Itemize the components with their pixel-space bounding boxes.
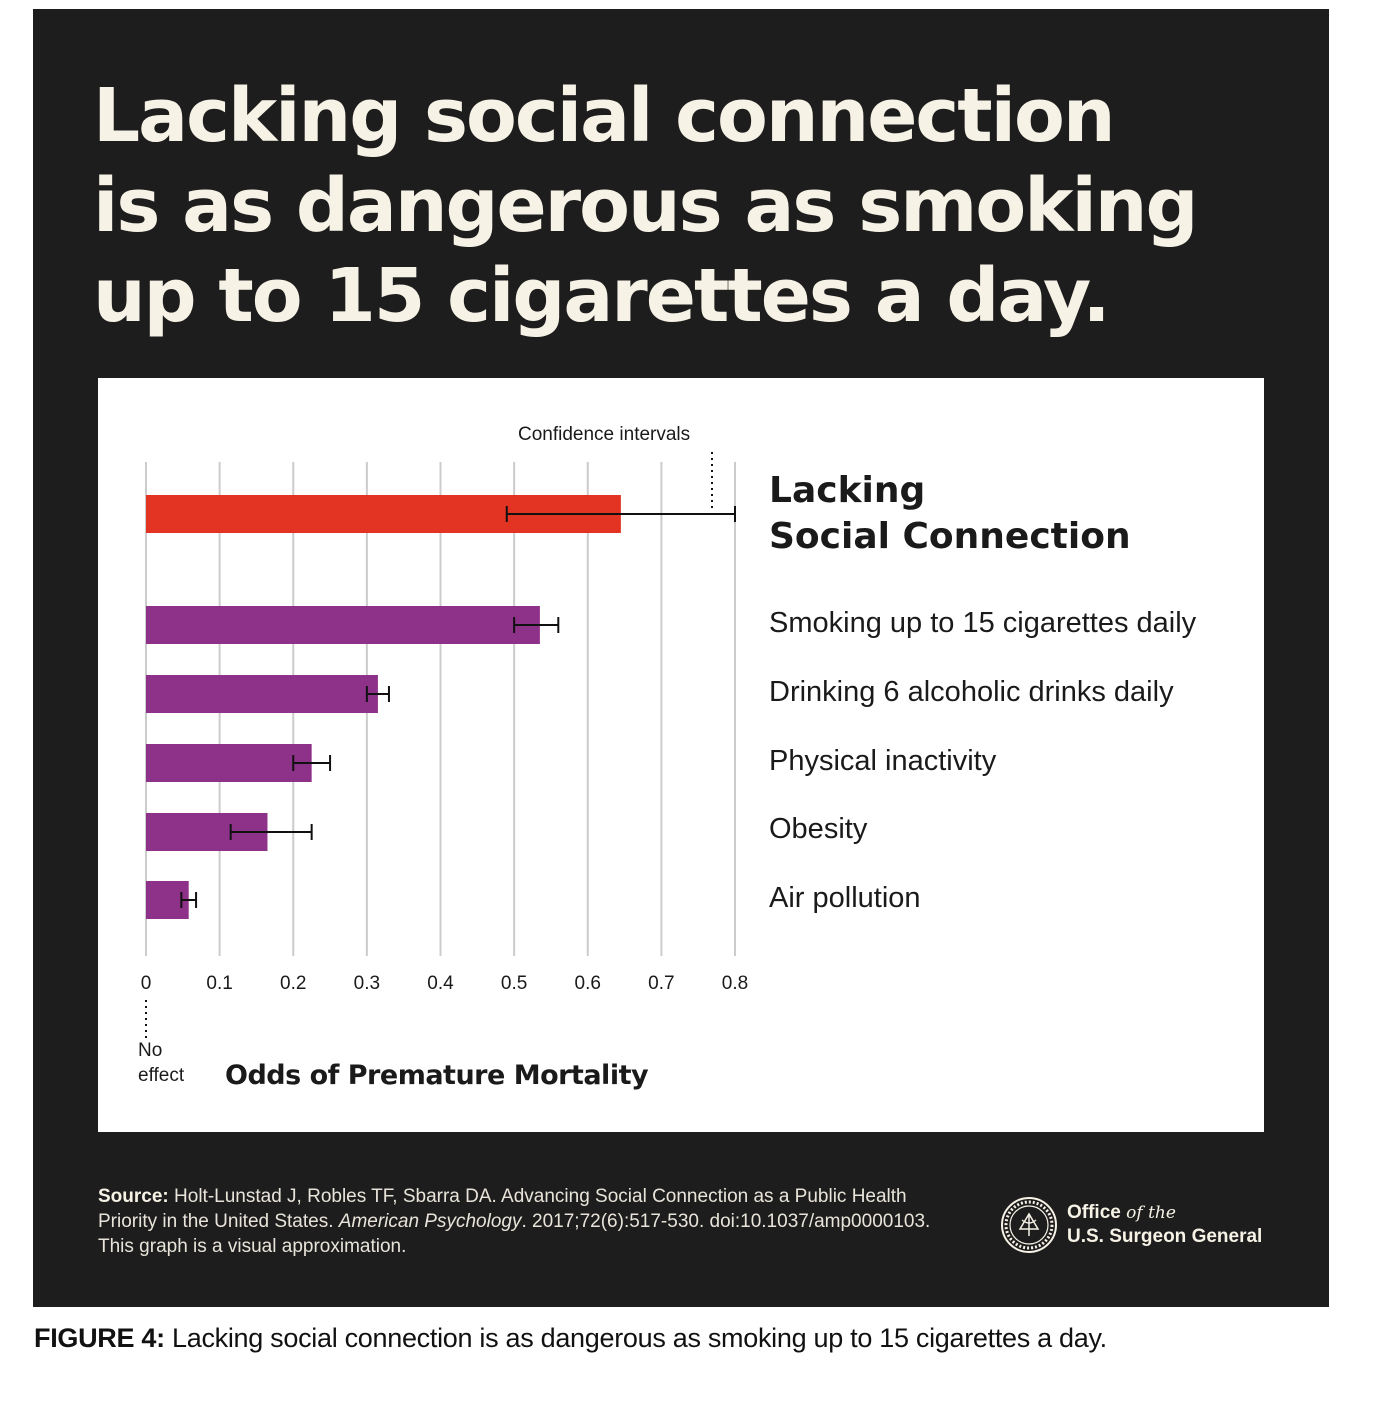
office-org-name: U.S. Surgeon General bbox=[1067, 1226, 1263, 1247]
headline-line: Lacking social connection bbox=[93, 73, 1116, 159]
x-tick-label: 0.2 bbox=[280, 973, 306, 994]
headline-line: is as dangerous as smoking bbox=[93, 163, 1198, 249]
figure-caption-label: FIGURE 4: bbox=[34, 1323, 165, 1353]
of-the-word: of the bbox=[1126, 1203, 1176, 1223]
x-tick-label: 0.1 bbox=[206, 973, 232, 994]
source-label: Source: bbox=[98, 1186, 169, 1207]
source-text: Holt-Lunstad J, Robles TF, Sbarra DA. Ad… bbox=[98, 1186, 907, 1232]
surgeon-general-seal-icon bbox=[1001, 1197, 1057, 1253]
category-label-physical-inactivity: Physical inactivity bbox=[769, 745, 997, 777]
category-label-drinking: Drinking 6 alcoholic drinks daily bbox=[769, 676, 1174, 708]
headline: Lacking social connection is as dangerou… bbox=[93, 71, 1293, 341]
office-line: Office of the bbox=[1067, 1201, 1262, 1225]
x-axis-title: Odds of Premature Mortality bbox=[225, 1060, 649, 1091]
no-effect-line: No bbox=[138, 1040, 163, 1061]
figure-caption: FIGURE 4: Lacking social connection is a… bbox=[34, 1323, 1107, 1354]
x-tick-label: 0.3 bbox=[354, 973, 380, 994]
bar-chart: 0 0.1 0.2 0.3 0.4 0.5 0.6 0.7 0.8 bbox=[141, 452, 748, 1042]
category-label-lacking-social-connection: Lacking Social Connection bbox=[769, 468, 1131, 560]
category-label-smoking: Smoking up to 15 cigarettes daily bbox=[769, 607, 1197, 639]
x-tick-label: 0.6 bbox=[575, 973, 601, 994]
no-effect-note: No effect bbox=[138, 1038, 184, 1088]
figure-caption-text: Lacking social connection is as dangerou… bbox=[164, 1323, 1107, 1353]
source-text-end: . 2017;72(6):517-530. doi:10.1037/amp000… bbox=[98, 1211, 931, 1257]
source-journal: American Psychology bbox=[338, 1211, 522, 1232]
poster: Lacking social connection is as dangerou… bbox=[33, 9, 1329, 1307]
x-tick-label: 0.4 bbox=[427, 973, 454, 994]
x-tick-label: 0.5 bbox=[501, 973, 527, 994]
bar bbox=[146, 606, 540, 644]
headline-line: up to 15 cigarettes a day. bbox=[93, 253, 1111, 339]
no-effect-line: effect bbox=[138, 1065, 185, 1086]
category-label-air-pollution: Air pollution bbox=[769, 882, 921, 914]
x-tick-label: 0.7 bbox=[648, 973, 674, 994]
bar bbox=[146, 675, 378, 713]
source-note: Source: Holt-Lunstad J, Robles TF, Sbarr… bbox=[98, 1184, 958, 1259]
category-label-obesity: Obesity bbox=[769, 813, 868, 845]
category-label-line: Social Connection bbox=[769, 516, 1131, 557]
x-tick-label: 0.8 bbox=[722, 973, 748, 994]
bar bbox=[146, 744, 312, 782]
confidence-intervals-note: Confidence intervals bbox=[518, 424, 691, 445]
x-tick-label: 0 bbox=[141, 973, 152, 994]
office-word: Office bbox=[1067, 1202, 1121, 1223]
office-name: Office of the U.S. Surgeon General bbox=[1067, 1201, 1262, 1248]
category-label-line: Lacking bbox=[769, 470, 926, 511]
chart-panel: 0 0.1 0.2 0.3 0.4 0.5 0.6 0.7 0.8 Confidence int… bbox=[98, 378, 1264, 1132]
